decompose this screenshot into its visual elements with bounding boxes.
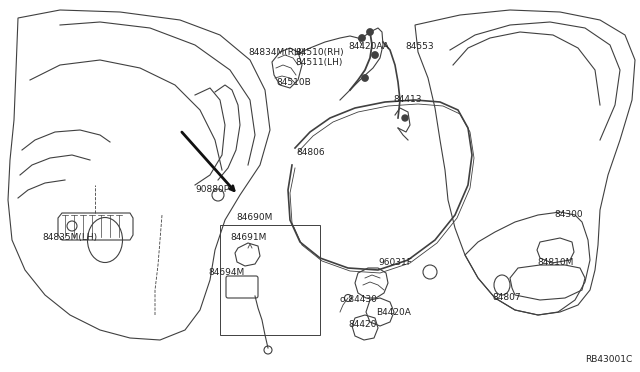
Text: 84510(RH): 84510(RH) bbox=[295, 48, 344, 57]
Text: 84553: 84553 bbox=[405, 42, 434, 51]
Text: 84806: 84806 bbox=[296, 148, 324, 157]
Circle shape bbox=[402, 115, 408, 121]
Text: 84510B: 84510B bbox=[276, 78, 311, 87]
Circle shape bbox=[371, 51, 378, 58]
Text: o 84430: o 84430 bbox=[340, 295, 377, 304]
Circle shape bbox=[358, 35, 365, 42]
Text: 84835M(LH): 84835M(LH) bbox=[42, 233, 97, 242]
Text: 84511(LH): 84511(LH) bbox=[295, 58, 342, 67]
Text: 84694M: 84694M bbox=[208, 268, 244, 277]
Text: 84690M: 84690M bbox=[236, 213, 273, 222]
Text: 84300: 84300 bbox=[554, 210, 582, 219]
Text: 96031F: 96031F bbox=[378, 258, 412, 267]
Circle shape bbox=[367, 29, 374, 35]
Text: B4420A: B4420A bbox=[376, 308, 411, 317]
Text: 84691M: 84691M bbox=[230, 233, 266, 242]
Text: 84807: 84807 bbox=[492, 293, 520, 302]
Text: 84810M: 84810M bbox=[537, 258, 573, 267]
Bar bbox=[220, 225, 320, 335]
Text: RB43001C: RB43001C bbox=[585, 355, 632, 364]
Text: 84834M(RH): 84834M(RH) bbox=[248, 48, 304, 57]
Circle shape bbox=[362, 74, 369, 81]
Text: 84420: 84420 bbox=[348, 320, 376, 329]
Text: 84420AA: 84420AA bbox=[348, 42, 389, 51]
Text: 90880P: 90880P bbox=[195, 185, 229, 194]
Text: 84413: 84413 bbox=[393, 95, 422, 104]
